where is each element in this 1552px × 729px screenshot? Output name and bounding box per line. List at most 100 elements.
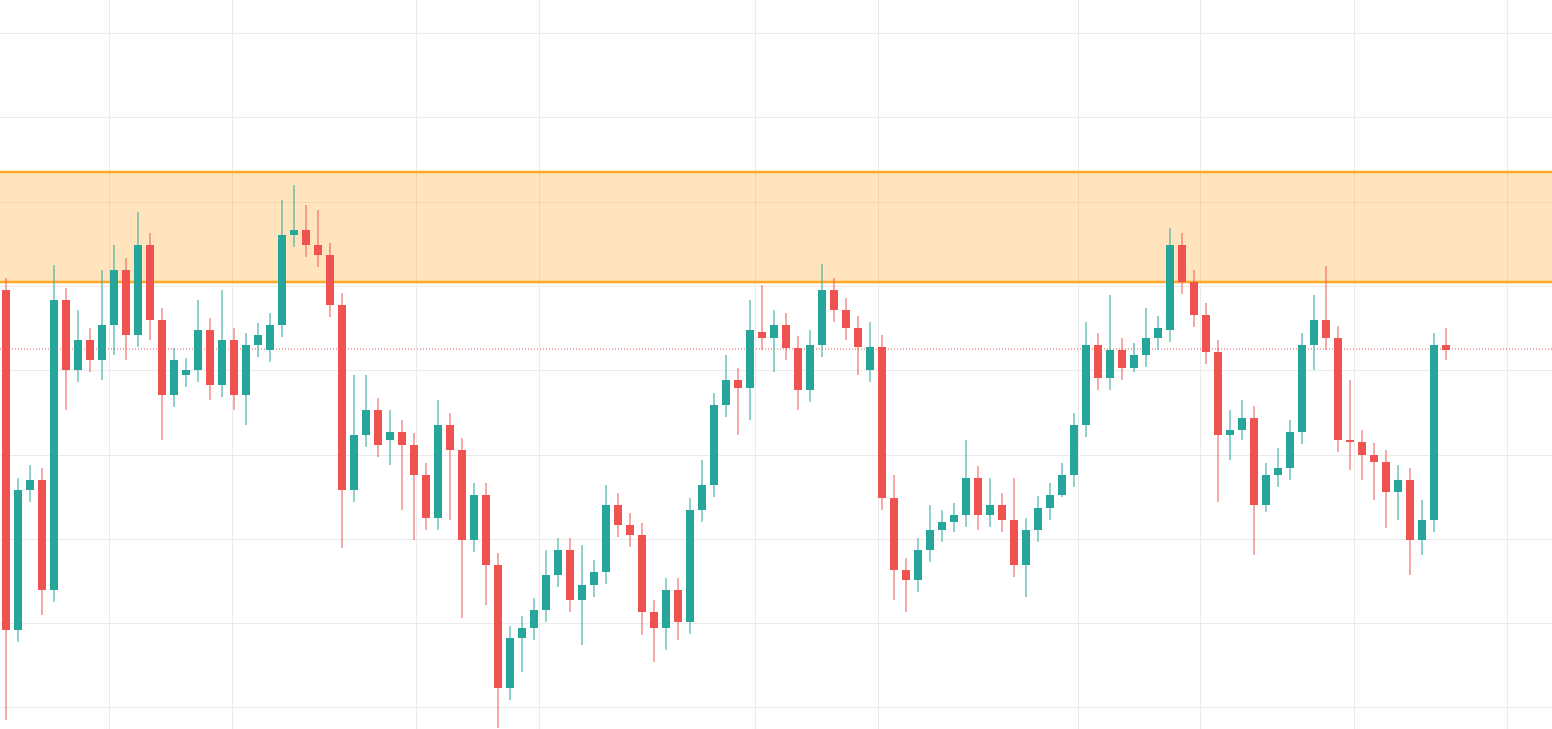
candle-body: [38, 480, 46, 590]
candle-body: [422, 475, 430, 518]
candle-body: [1262, 475, 1270, 505]
candle-body: [542, 575, 550, 610]
candle-body: [98, 325, 106, 360]
candle-body: [722, 380, 730, 405]
candle-body: [146, 245, 154, 320]
candle-body: [986, 505, 994, 515]
candle-body: [338, 305, 346, 490]
candle-body: [626, 525, 634, 535]
candle-body: [686, 510, 694, 622]
candle-body: [890, 498, 898, 570]
candle-body: [1190, 282, 1198, 315]
candle-body: [914, 550, 922, 580]
candle-body: [578, 585, 586, 600]
candle-body: [1178, 245, 1186, 282]
candle-body: [446, 425, 454, 450]
candle-body: [710, 405, 718, 485]
candle-body: [842, 310, 850, 328]
candle-body: [1442, 345, 1450, 350]
candle-body: [974, 478, 982, 515]
candle-body: [1106, 350, 1114, 378]
candle-body: [1370, 455, 1378, 462]
candle-body: [230, 340, 238, 395]
candle-body: [1322, 320, 1330, 338]
candle-body: [266, 325, 274, 350]
candle-body: [614, 505, 622, 525]
candle-body: [1166, 245, 1174, 330]
candle-body: [326, 255, 334, 305]
candle-body: [1406, 480, 1414, 540]
candle-body: [110, 270, 118, 325]
candle-body: [194, 330, 202, 370]
candle-body: [1022, 530, 1030, 565]
candle-body: [62, 300, 70, 370]
candle-body: [806, 345, 814, 390]
candle-body: [530, 610, 538, 628]
candle-body: [650, 612, 658, 628]
candle-body: [1382, 462, 1390, 492]
candle-body: [998, 505, 1006, 520]
candle-body: [314, 245, 322, 255]
candle-body: [698, 485, 706, 510]
candle-body: [86, 340, 94, 360]
candle-body: [278, 235, 286, 325]
candle-body: [14, 490, 22, 630]
candle-body: [1358, 442, 1366, 455]
candle-body: [566, 550, 574, 600]
candle-body: [50, 300, 58, 590]
candle-body: [590, 572, 598, 585]
candle-body: [1430, 345, 1438, 520]
candle-body: [1418, 520, 1426, 540]
candle-body: [818, 290, 826, 345]
candle-body: [182, 370, 190, 375]
candle-body: [830, 290, 838, 310]
candle-body: [74, 340, 82, 370]
candle-body: [1142, 338, 1150, 355]
candle-body: [26, 480, 34, 490]
candle-body: [758, 332, 766, 338]
candle-body: [494, 565, 502, 688]
candle-body: [2, 290, 10, 630]
candle-body: [1094, 345, 1102, 378]
candle-body: [1250, 418, 1258, 505]
candle-body: [242, 345, 250, 395]
candle-body: [386, 432, 394, 440]
candle-body: [962, 478, 970, 515]
candle-body: [770, 325, 778, 338]
candle-body: [1130, 355, 1138, 368]
candle-body: [1118, 350, 1126, 368]
candle-body: [206, 330, 214, 385]
candle-body: [1310, 320, 1318, 345]
candle-body: [1010, 520, 1018, 565]
candle-body: [374, 410, 382, 445]
candle-body: [218, 340, 226, 385]
candle-body: [950, 515, 958, 522]
candle-body: [158, 320, 166, 395]
candle-body: [1070, 425, 1078, 475]
candle-body: [1082, 345, 1090, 425]
candle-body: [1346, 440, 1354, 442]
candle-body: [518, 628, 526, 638]
candle-body: [254, 335, 262, 345]
candle-body: [866, 347, 874, 370]
candle-body: [506, 638, 514, 688]
candle-body: [638, 535, 646, 612]
candle-body: [410, 445, 418, 475]
candle-body: [1334, 338, 1342, 440]
candle-body: [1058, 475, 1066, 495]
candle-body: [134, 245, 142, 335]
candle-body: [1226, 430, 1234, 435]
candle-body: [746, 330, 754, 388]
candle-body: [878, 347, 886, 498]
candle-body: [1286, 432, 1294, 468]
candle-body: [554, 550, 562, 575]
candle-body: [602, 505, 610, 572]
candle-body: [938, 522, 946, 530]
candle-body: [854, 328, 862, 347]
candle-body: [662, 590, 670, 628]
candle-body: [1034, 508, 1042, 530]
candle-body: [1046, 495, 1054, 508]
candle-body: [1238, 418, 1246, 430]
candle-body: [674, 590, 682, 622]
